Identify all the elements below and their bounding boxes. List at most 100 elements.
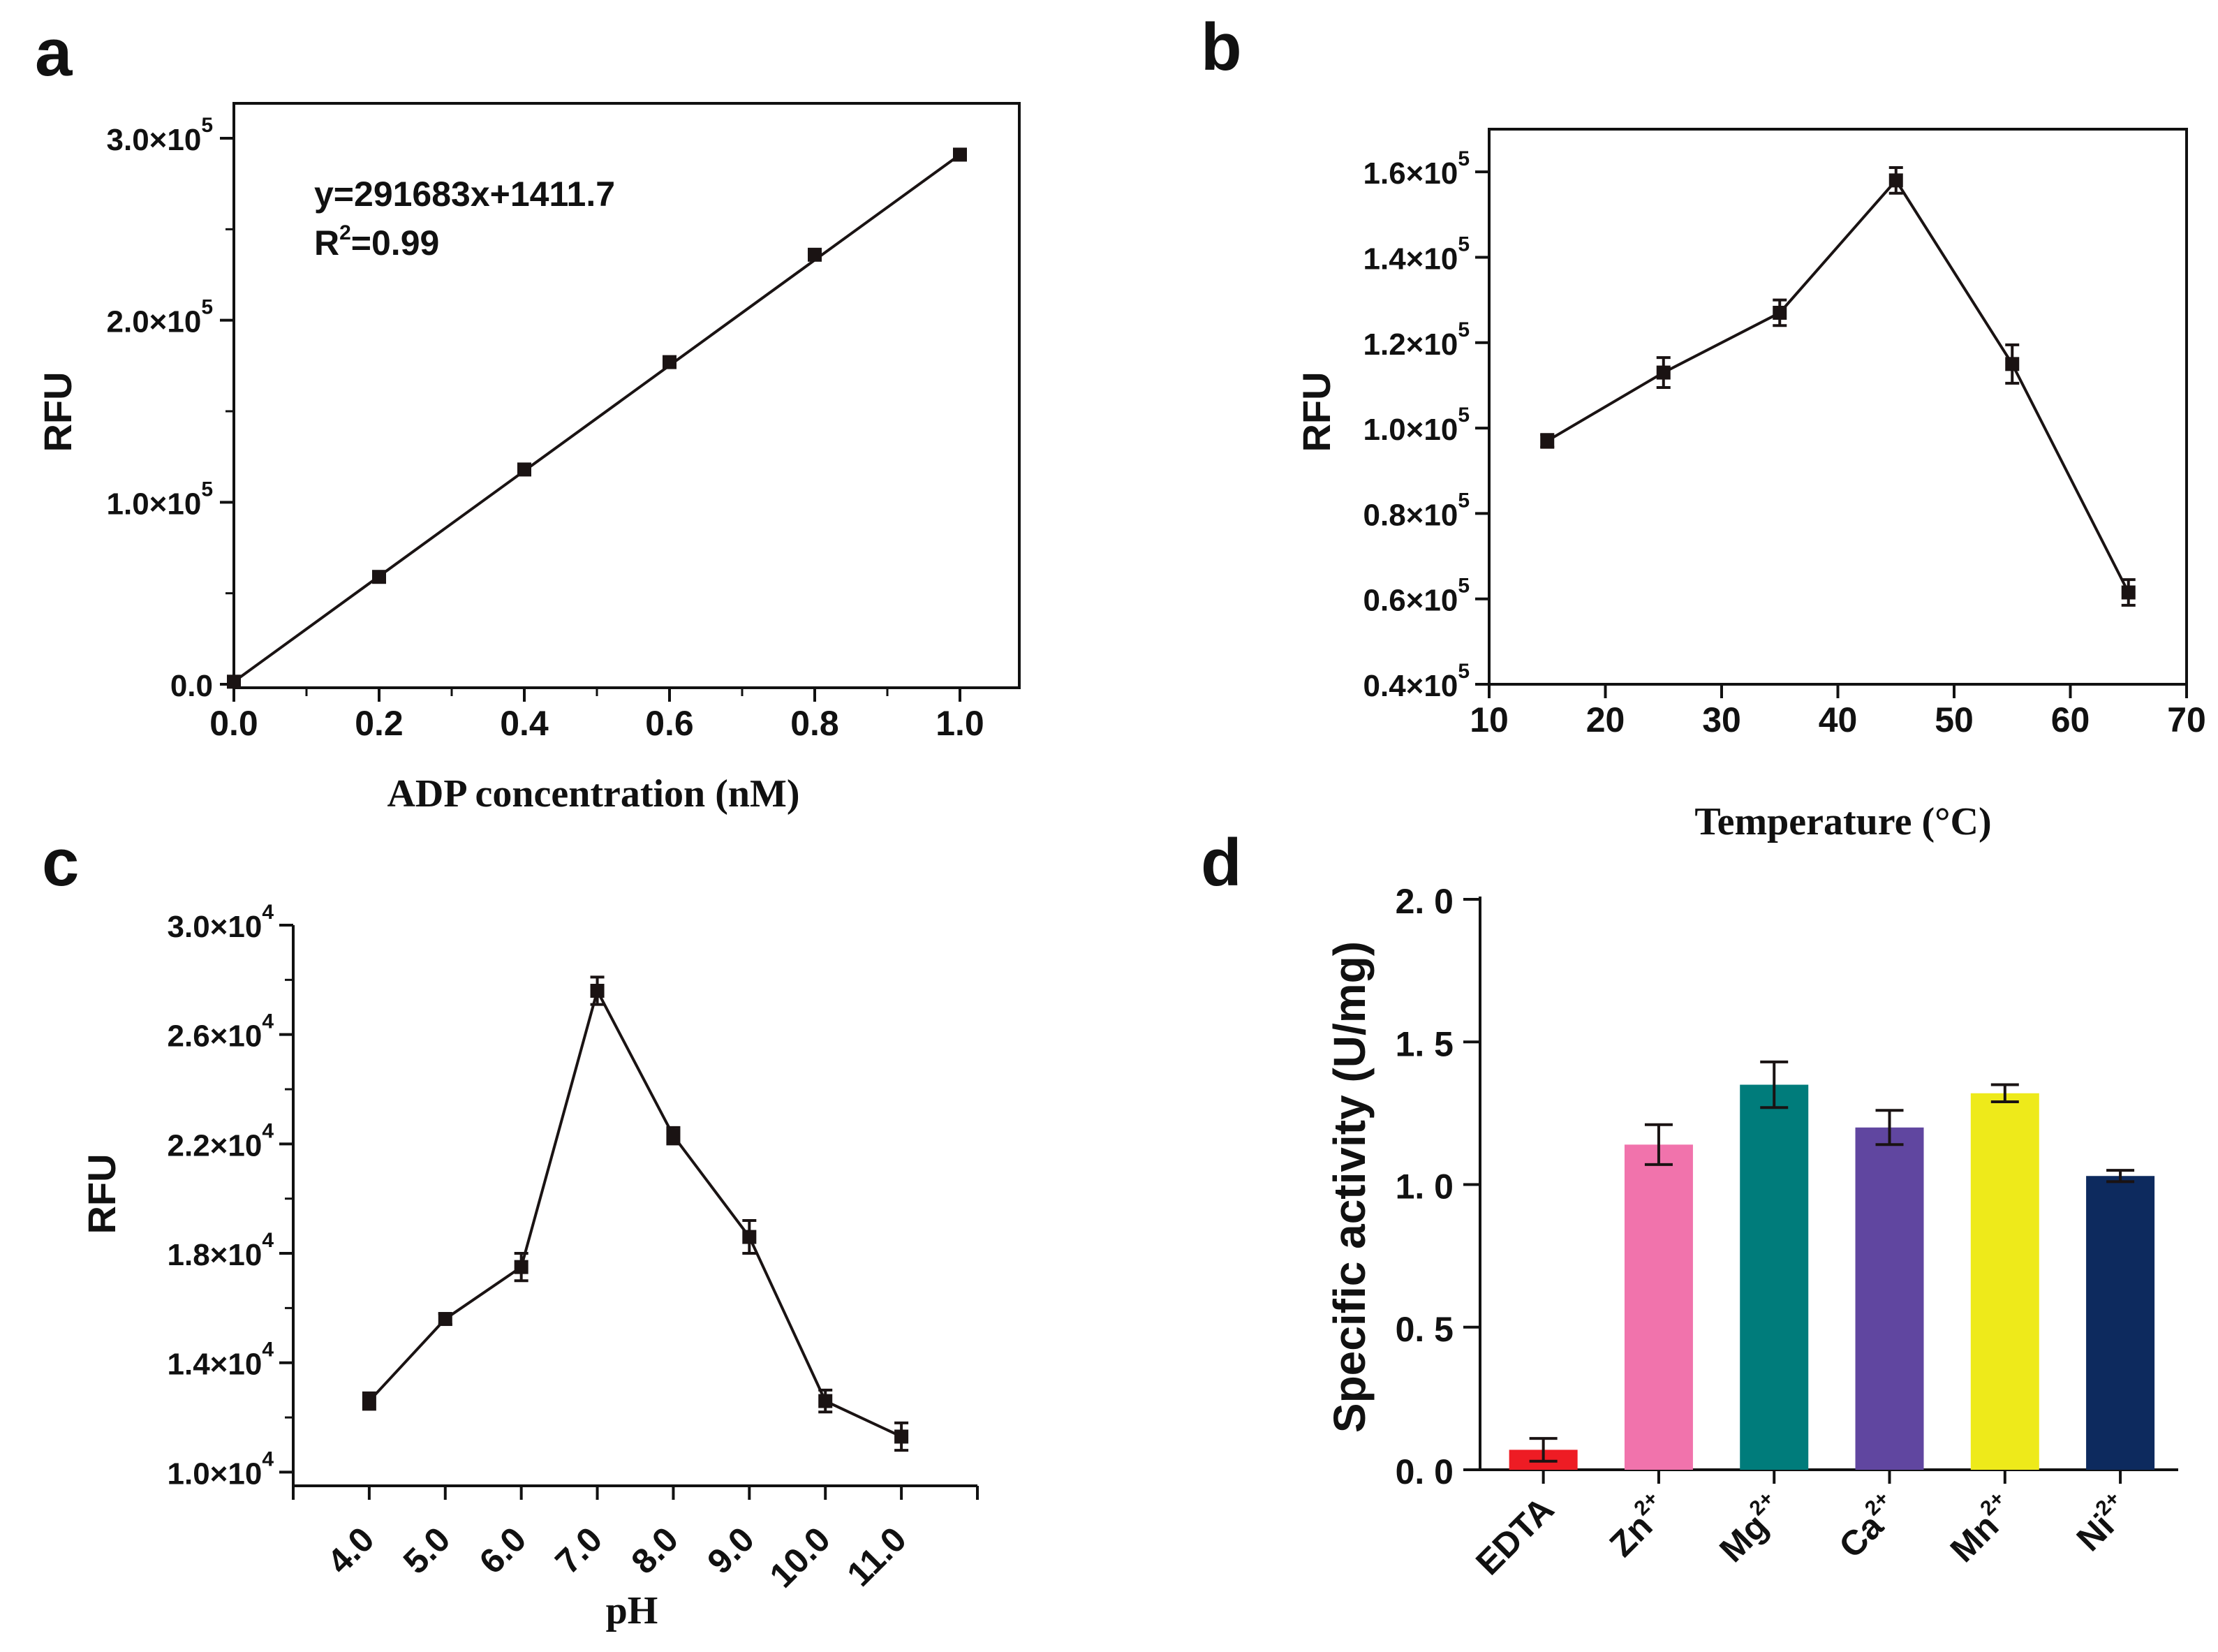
svg-text:2.6×104: 2.6×104 [168, 1010, 274, 1054]
panel-d-bar [2086, 1176, 2155, 1470]
panel-b-ytick-label: 0.6×105 [1363, 575, 1470, 618]
panel-b-ytick-label-exp: 5 [1458, 318, 1470, 341]
panel-b-point [1888, 173, 1903, 188]
panel-b: 10 20 30 40 50 60 700.4×1050.6×1050.8×1051.0×1… [1294, 128, 2206, 843]
panel-label-d: d [1201, 825, 1242, 900]
svg-text:1.0×104: 1.0×104 [168, 1447, 274, 1491]
panel-b-point [2005, 357, 2020, 371]
panel-a-frame [232, 102, 1021, 689]
panel-a-point [227, 674, 241, 689]
svg-text:1.8×104: 1.8×104 [168, 1229, 274, 1272]
panel-b-xtick-label: 70 [2167, 700, 2206, 739]
panel-d-category-label: Zn2+ [1599, 1487, 1677, 1565]
panel-b-ytick-label-exp: 5 [1458, 660, 1470, 683]
svg-text:0.8×105: 0.8×105 [1363, 489, 1470, 532]
panel-c-ytick-label: 2.2×104 [168, 1119, 274, 1163]
panel-c-ylabel: RFU [80, 1153, 124, 1234]
panel-d-ylabel: Specific activity (U/mg) [1324, 941, 1375, 1433]
panel-b-ytick-label-base: 1.2×10 [1363, 327, 1458, 362]
panel-a-ytick-label-exp: 5 [201, 478, 213, 501]
panel-c-xtick-label: 11.0 [839, 1519, 913, 1593]
panel-c-xtick-label: 4.0 [320, 1519, 382, 1581]
panel-b-ytick-label-exp: 5 [1458, 404, 1470, 427]
panel-d-errorbar [1760, 1060, 1789, 1109]
panel-b-ytick-label-base: 0.6×10 [1363, 584, 1458, 618]
panel-c-xtick-label: 5.0 [396, 1519, 458, 1581]
panel-a-ytick-label-base: 2.0×10 [107, 305, 202, 339]
panel-c-ytick-label-base: 1.4×10 [168, 1348, 263, 1382]
panel-d-ytick-label: 2. 0 [1396, 882, 1454, 921]
panel-c-xtick-label: 8.0 [623, 1519, 686, 1581]
panel-c-ytick-label: 1.8×104 [168, 1229, 274, 1272]
panel-a-ytick-label-exp: 5 [201, 114, 213, 137]
panel-b-series-line [1546, 178, 2130, 593]
svg-text:1.0×105: 1.0×105 [107, 478, 214, 521]
panel-b-ytick-label-base: 1.4×10 [1363, 242, 1458, 276]
panel-b-ytick-label-exp: 5 [1458, 489, 1470, 512]
panel-b-point [1656, 365, 1671, 380]
panel-a-ytick-label: 1.0×105 [107, 478, 214, 521]
panel-a-point [808, 247, 822, 262]
panel-b-ytick-label-exp: 5 [1458, 575, 1470, 598]
panel-d-errorbar [2106, 1169, 2135, 1183]
panel-a-xtick-label: 0.4 [500, 704, 549, 743]
panel-d-category-label: Mn2+ [1940, 1487, 2023, 1570]
panel-d-bar [1740, 1084, 1809, 1470]
panel-c-point [818, 1394, 833, 1408]
panel-b-ytick-label-base: 1.6×10 [1363, 156, 1458, 191]
panel-d-ytick-label: 1. 5 [1396, 1024, 1454, 1063]
panel-label-a: a [35, 15, 73, 90]
panel-b-frame [1488, 128, 2188, 686]
panel-b-xtick-label: 60 [2051, 700, 2090, 739]
panel-c-xtick-label: 10.0 [762, 1519, 838, 1595]
panel-b-ytick-label-base: 1.0×10 [1363, 413, 1458, 447]
panel-a-ytick-label-base: 1.0×10 [107, 487, 202, 521]
panel-b-xtick-label: 30 [1702, 700, 1741, 739]
panel-a-point [517, 462, 531, 477]
svg-text:2.2×104: 2.2×104 [168, 1119, 274, 1163]
panel-b-xtick-label: 40 [1819, 700, 1858, 739]
panel-a-ylabel: RFU [36, 371, 80, 452]
svg-text:3.0×105: 3.0×105 [107, 114, 214, 157]
panel-c-ytick-label: 1.4×104 [168, 1338, 274, 1382]
panel-c-xtick-label: 7.0 [548, 1519, 610, 1581]
panel-c-series-line [368, 987, 902, 1438]
svg-text:1.4×105: 1.4×105 [1363, 233, 1470, 276]
panel-c-point [362, 1394, 376, 1408]
panel-a-xtick-label: 0.8 [790, 704, 839, 743]
panel-c-ytick-label-exp: 4 [262, 1010, 274, 1033]
panel-a-xtick-label: 0.6 [645, 704, 694, 743]
panel-b-point [1540, 434, 1555, 448]
panel-d-errorbar [1529, 1437, 1558, 1463]
panel-label-b: b [1201, 10, 1242, 84]
panel-d: 0. 0 0. 5 1. 0 1. 5 2. 0 EDTA Zn2+ Mg2+ Ca2+ Mn2+… [1324, 882, 2178, 1582]
panel-b-ytick-label-exp: 5 [1458, 147, 1470, 170]
panel-b-ytick-label: 0.4×105 [1363, 660, 1470, 703]
panel-c-point [438, 1312, 452, 1327]
panel-b-xtick-label: 50 [1935, 700, 1974, 739]
panel-c-point [894, 1429, 909, 1444]
panel-d-errorbar [1875, 1109, 1904, 1146]
panel-d-category-label: Mg2+ [1710, 1487, 1792, 1570]
panel-c-point [742, 1230, 757, 1244]
panel-d-category-label: EDTA [1468, 1489, 1561, 1582]
panel-d-bar [1855, 1127, 1924, 1470]
panel-c-ytick-label-base: 3.0×10 [168, 910, 263, 944]
panel-c-xlabel: pH [606, 1589, 658, 1632]
panel-c-ytick-label-exp: 4 [262, 901, 274, 924]
panel-a-ytick-label: 3.0×105 [107, 114, 214, 157]
panel-c-ytick-label: 1.0×104 [168, 1447, 274, 1491]
svg-text:1.0×105: 1.0×105 [1363, 404, 1470, 447]
panel-a-ytick-label: 0.0 [170, 669, 213, 703]
panel-a-xtick-label: 0.2 [355, 704, 404, 743]
panel-a-xtick-label: 0.0 [209, 704, 258, 743]
panel-c-xtick-label: 6.0 [472, 1519, 534, 1581]
panel-a-point [372, 570, 386, 584]
panel-a-ytick-label-base: 0.0 [170, 669, 213, 703]
panel-c-ytick-label-exp: 4 [262, 1447, 274, 1470]
panel-b-xtick-label: 10 [1470, 700, 1509, 739]
panel-a-fit-line [232, 153, 961, 683]
panel-c-ytick-label-exp: 4 [262, 1229, 274, 1252]
panel-b-xlabel: Temperature (°C) [1694, 800, 1991, 843]
panel-b-ytick-label-base: 0.8×10 [1363, 498, 1458, 532]
